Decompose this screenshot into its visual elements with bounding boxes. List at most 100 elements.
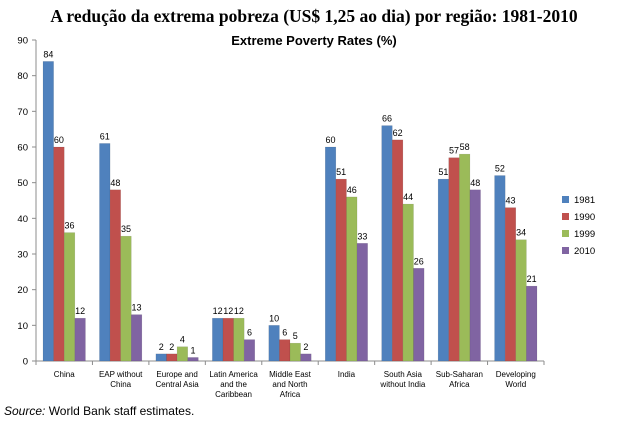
data-label: 61 xyxy=(100,131,110,141)
data-label: 58 xyxy=(460,142,470,152)
bar xyxy=(120,235,132,362)
bar-chart: 010203040506070809084603612China61483513… xyxy=(17,36,595,400)
y-tick-label: 90 xyxy=(17,36,28,47)
data-label: 62 xyxy=(393,128,403,138)
data-label: 6 xyxy=(247,328,252,338)
data-label: 33 xyxy=(357,231,367,241)
data-label: 2 xyxy=(159,342,164,352)
bar xyxy=(346,196,358,362)
x-tick-label: Latin America xyxy=(209,370,258,379)
y-tick-label: 50 xyxy=(17,178,28,189)
data-label: 35 xyxy=(121,224,131,234)
data-label: 2 xyxy=(169,342,174,352)
bar xyxy=(279,339,291,362)
bar xyxy=(437,178,449,362)
source-label: Source: xyxy=(4,404,46,418)
bar xyxy=(155,353,167,362)
data-label: 48 xyxy=(110,178,120,188)
bar xyxy=(233,317,245,362)
bar xyxy=(222,317,234,362)
data-label: 12 xyxy=(223,306,233,316)
data-label: 1 xyxy=(191,345,196,355)
legend-swatch xyxy=(562,213,569,220)
bar xyxy=(300,353,312,362)
y-tick-label: 20 xyxy=(17,285,28,296)
x-tick-label: India xyxy=(338,370,356,379)
bar xyxy=(324,146,337,362)
x-tick-label: Middle East xyxy=(269,370,312,379)
bar xyxy=(289,342,301,362)
x-tick-label: Sub-Saharan xyxy=(436,370,483,379)
data-label: 12 xyxy=(213,306,223,316)
bar xyxy=(469,189,481,362)
bar xyxy=(526,285,538,362)
chart-title: Extreme Poverty Rates (%) xyxy=(231,33,397,48)
data-label: 26 xyxy=(414,256,424,266)
data-label: 51 xyxy=(336,167,346,177)
data-label: 5 xyxy=(293,331,298,341)
bar xyxy=(131,314,143,362)
x-tick-label: South Asia xyxy=(384,370,423,379)
x-tick-label: without India xyxy=(379,380,425,389)
y-tick-label: 70 xyxy=(17,107,28,118)
bar xyxy=(356,243,368,362)
bar xyxy=(504,207,517,362)
bar xyxy=(212,317,224,362)
y-tick-label: 30 xyxy=(17,250,28,261)
y-tick-label: 40 xyxy=(17,214,28,225)
y-tick-label: 80 xyxy=(17,71,28,82)
bar xyxy=(176,346,188,362)
bar xyxy=(53,146,65,362)
legend-label: 1990 xyxy=(574,212,595,223)
data-label: 13 xyxy=(132,303,142,313)
x-tick-label: and North xyxy=(272,380,307,389)
bar xyxy=(187,357,199,362)
legend-swatch xyxy=(562,230,569,237)
data-label: 6 xyxy=(282,328,287,338)
source-note: Source: World Bank staff estimates. xyxy=(4,404,194,418)
data-label: 48 xyxy=(470,178,480,188)
legend-label: 1981 xyxy=(574,195,595,206)
y-tick-label: 0 xyxy=(23,357,28,368)
main-title: A redução da extrema pobreza (US$ 1,25 a… xyxy=(50,6,578,26)
x-tick-label: China xyxy=(54,370,75,379)
bar xyxy=(109,189,121,362)
data-label: 52 xyxy=(495,164,505,174)
data-label: 44 xyxy=(403,192,413,202)
data-label: 57 xyxy=(449,146,459,156)
data-label: 10 xyxy=(269,313,279,323)
bar xyxy=(243,339,256,362)
bar xyxy=(99,143,111,362)
bar xyxy=(268,325,280,362)
data-label: 12 xyxy=(234,306,244,316)
x-tick-label: Europe and xyxy=(156,370,197,379)
bar xyxy=(494,175,506,362)
bar xyxy=(42,61,54,362)
bar xyxy=(459,153,471,362)
data-label: 84 xyxy=(43,49,53,59)
data-label: 51 xyxy=(438,167,448,177)
y-tick-label: 60 xyxy=(17,143,28,154)
x-tick-label: and the xyxy=(220,380,247,389)
legend-swatch xyxy=(562,247,569,254)
bar xyxy=(392,139,404,362)
data-label: 21 xyxy=(527,274,537,284)
x-tick-label: Central Asia xyxy=(156,380,200,389)
bar xyxy=(74,317,86,362)
data-label: 66 xyxy=(382,114,392,124)
x-tick-label: Africa xyxy=(449,380,470,389)
y-tick-label: 10 xyxy=(17,321,28,332)
legend-label: 1999 xyxy=(574,229,595,240)
data-label: 43 xyxy=(505,196,515,206)
bar xyxy=(448,157,460,362)
legend-swatch xyxy=(562,196,569,203)
data-label: 34 xyxy=(516,228,526,238)
x-tick-label: EAP without xyxy=(99,370,143,379)
data-label: 60 xyxy=(54,135,64,145)
data-label: 60 xyxy=(326,135,336,145)
x-tick-label: China xyxy=(110,380,131,389)
bar xyxy=(335,178,347,362)
x-tick-label: World xyxy=(505,380,526,389)
x-tick-label: Caribbean xyxy=(215,390,252,399)
x-tick-label: Africa xyxy=(280,390,301,399)
